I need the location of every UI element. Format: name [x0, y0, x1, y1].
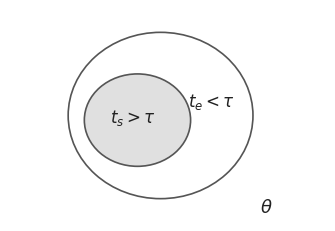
Text: $t_s > \tau$: $t_s > \tau$	[110, 108, 156, 128]
Text: $t_e < \tau$: $t_e < \tau$	[188, 92, 235, 112]
Ellipse shape	[68, 32, 253, 199]
Ellipse shape	[84, 74, 191, 166]
Text: $\theta$: $\theta$	[261, 199, 273, 217]
